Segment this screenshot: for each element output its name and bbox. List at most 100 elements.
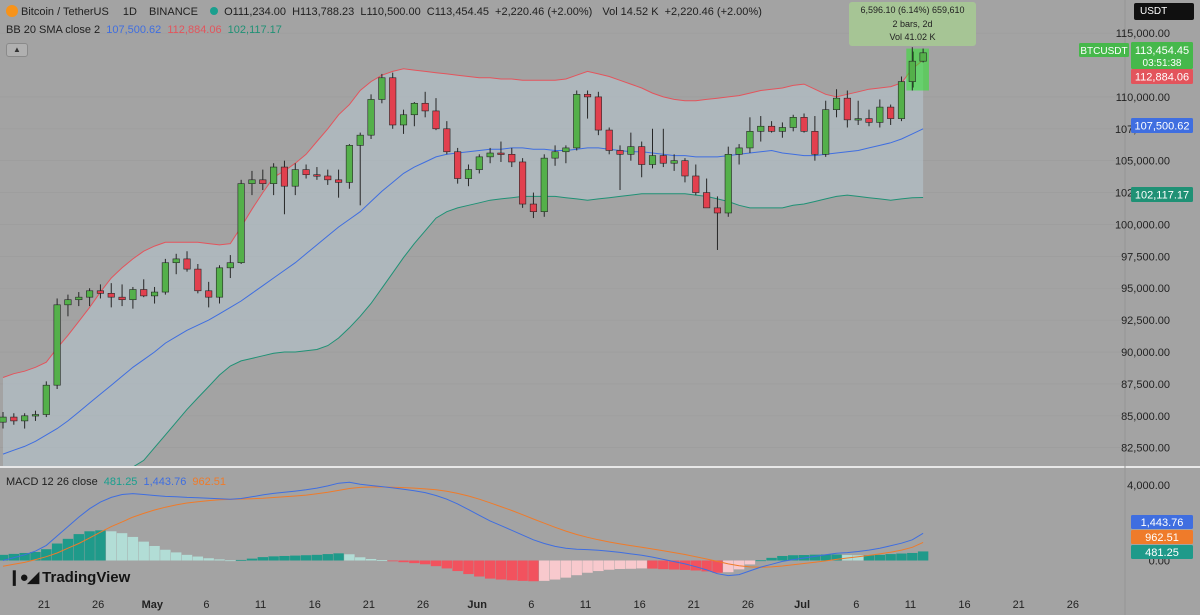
- candle: [410, 102, 418, 127]
- macd-histogram-bar: [452, 560, 463, 572]
- time-tick-label: 21: [38, 599, 50, 611]
- candle-body: [324, 175, 332, 181]
- macd-histogram-bar: [322, 554, 333, 561]
- bollinger-lower-value: 102,117.17: [227, 24, 282, 36]
- currency-button[interactable]: USDT: [1134, 3, 1194, 20]
- candle-body: [215, 267, 224, 298]
- macd-histogram-bar: [809, 554, 821, 561]
- candle: [194, 264, 202, 294]
- macd-histogram-bar: [19, 552, 30, 561]
- candle: [129, 286, 137, 309]
- candle-body: [897, 81, 906, 119]
- candle-body: [313, 174, 321, 177]
- candle: [854, 100, 862, 125]
- symbol-name[interactable]: Bitcoin / TetherUS: [21, 6, 109, 18]
- macd-histogram-bar: [30, 552, 41, 561]
- bollinger-lower-line: [3, 193, 924, 468]
- last-price-text: 113,454.45: [1135, 45, 1189, 57]
- macd-histogram-bar: [755, 560, 766, 562]
- candle-body: [519, 161, 527, 205]
- macd-histogram-bar: [474, 560, 485, 577]
- upper-band-tag-text: 112,884.06: [1135, 72, 1189, 84]
- macd-histogram-bar: [430, 560, 442, 567]
- candle-body: [118, 296, 126, 301]
- time-axis[interactable]: 21 26 May 6 11 16 21 26 Jun 6 11 16 21 26 Jul 6 11 16 21 26: [38, 599, 1079, 611]
- time-tick-label: 26: [417, 599, 429, 611]
- time-tick-label: 11: [905, 599, 916, 611]
- candle: [562, 145, 570, 164]
- macd-histogram-bar: [484, 560, 496, 579]
- candle: [919, 48, 927, 63]
- candle: [887, 104, 895, 125]
- candle: [865, 109, 873, 127]
- candle-body: [583, 94, 592, 98]
- collapse-legend-button[interactable]: ▲: [6, 43, 28, 57]
- candle-body: [410, 102, 418, 116]
- tradingview-logo[interactable]: ❙●◢ TradingView: [8, 568, 130, 586]
- basis-tag-text: 107,500.62: [1134, 121, 1189, 133]
- candle: [757, 116, 765, 142]
- macd-histogram-bar: [225, 560, 236, 562]
- lower-band-tag-text: 102,117.17: [1135, 190, 1189, 202]
- candle-body: [64, 299, 72, 306]
- time-tick-label: 6: [203, 599, 209, 611]
- candle-body: [497, 152, 505, 155]
- candle: [151, 286, 159, 304]
- candle: [205, 281, 213, 308]
- candle-body: [270, 166, 278, 184]
- price-axis[interactable]: 82,500.00 85,000.00 87,500.00 90,000.00 92,5…: [1115, 28, 1170, 455]
- candle-body: [854, 118, 862, 121]
- candle: [605, 127, 613, 155]
- bollinger-legend[interactable]: BB 20 SMA close 2 107,500.62 112,884.06 …: [6, 24, 285, 36]
- macd-histogram-bar: [777, 555, 788, 561]
- price-tick-label: 110,000.00: [1116, 92, 1170, 104]
- time-tick-label: 21: [688, 599, 700, 611]
- macd-signal-value: 962.51: [192, 476, 227, 488]
- candle-body: [335, 179, 343, 183]
- bollinger-basis-line: [2, 128, 924, 455]
- bollinger-fill-area: [3, 60, 924, 467]
- macd-histogram-bar: [409, 560, 420, 564]
- candle: [118, 284, 126, 307]
- macd-histogram-bar: [376, 560, 388, 561]
- macd-histogram-bar: [625, 560, 637, 569]
- price-change: +2,220.46 (+2.00%): [495, 6, 593, 18]
- candle: [356, 132, 364, 206]
- candle-body: [75, 296, 83, 301]
- macd-histogram-bar: [788, 555, 799, 561]
- chevron-up-icon: ▲: [13, 45, 21, 54]
- candle: [475, 154, 483, 174]
- candle-body: [746, 131, 754, 149]
- macd-legend[interactable]: MACD 12 26 close 481.25 1,443.76 962.51: [6, 476, 229, 488]
- price-tick-label: 95,000.00: [1121, 283, 1170, 295]
- candle: [335, 169, 343, 198]
- lower-band-tag-bg: [1131, 187, 1193, 202]
- interval-label[interactable]: 1D: [122, 6, 137, 18]
- candle-body: [876, 106, 884, 123]
- macd-histogram-bar: [582, 560, 593, 573]
- candle: [226, 255, 234, 279]
- macd-hist-tag-text: 481.25: [1145, 547, 1179, 559]
- price-tick-label: 85,000.00: [1121, 411, 1170, 423]
- price-tick-label: 100,000.00: [1115, 219, 1170, 231]
- macd-histogram-bar: [614, 560, 626, 569]
- candle: [551, 145, 559, 166]
- candle: [638, 141, 646, 178]
- macd-histogram-bar: [279, 555, 290, 561]
- candle: [843, 90, 851, 128]
- candle: [724, 146, 732, 217]
- market-status-icon[interactable]: [210, 7, 218, 15]
- macd-histogram-bar: [387, 560, 398, 562]
- candle-body: [280, 166, 289, 187]
- macd-histogram-bar: [149, 545, 160, 561]
- candle: [140, 279, 148, 298]
- candle: [432, 98, 440, 131]
- candle-body: [605, 129, 613, 151]
- candle: [107, 283, 115, 308]
- tradingview-mark-icon: ❙●◢: [8, 569, 39, 586]
- macd-histogram-bar: [701, 560, 712, 572]
- time-tick-label: 21: [1013, 599, 1025, 611]
- measure-bars: 2 bars, 2d: [892, 18, 933, 29]
